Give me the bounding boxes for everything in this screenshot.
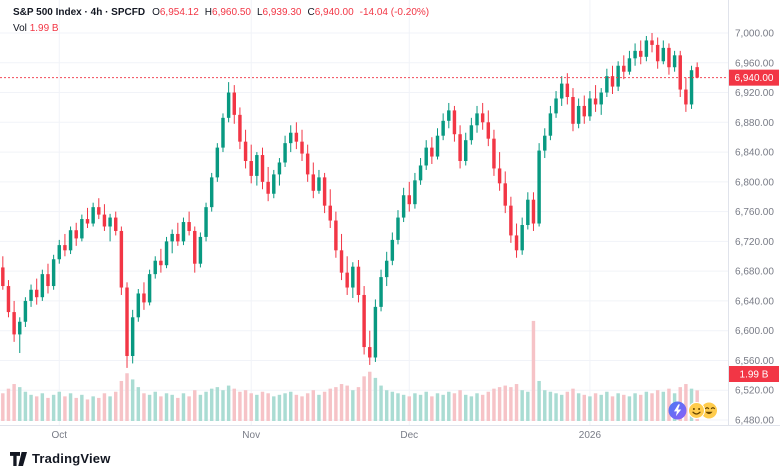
open-readout: O6,954.12 (152, 7, 199, 18)
svg-text:Dec: Dec (400, 430, 418, 441)
chart-reactions (668, 401, 718, 420)
symbol-description[interactable]: S&P 500 Index · 4h · SPCFD (13, 7, 146, 18)
svg-text:6,640.00: 6,640.00 (735, 296, 774, 307)
svg-text:6,720.00: 6,720.00 (735, 237, 774, 248)
axis-borders (0, 0, 780, 426)
svg-text:Oct: Oct (51, 430, 67, 441)
tradingview-mark-icon (10, 451, 27, 466)
high-readout: H6,960.50 (204, 7, 251, 18)
chart-canvas[interactable]: 6,480.00 6,520.00 6,560.00 6,600.00 6,640.00… (0, 0, 780, 445)
tradingview-logo[interactable]: TradingView (10, 451, 111, 466)
grid-lines (0, 0, 728, 425)
volume-bars (1, 320, 699, 421)
svg-text:6,960.00: 6,960.00 (735, 58, 774, 69)
chart-legend: S&P 500 Index · 4h · SPCFD O6,954.12 H6,96… (13, 7, 429, 34)
svg-text:6,560.00: 6,560.00 (735, 356, 774, 367)
svg-text:6,880.00: 6,880.00 (735, 118, 774, 129)
svg-text:6,680.00: 6,680.00 (735, 267, 774, 278)
svg-text:6,480.00: 6,480.00 (735, 416, 774, 427)
volume-value: 1.99 B (29, 23, 59, 34)
svg-text:Nov: Nov (242, 430, 260, 441)
low-readout: L6,939.30 (256, 7, 302, 18)
volume-badge: 1.99 B (729, 366, 779, 382)
change-readout: -14.04 (-0.20%) (359, 7, 430, 18)
svg-text:7,000.00: 7,000.00 (735, 29, 774, 40)
svg-text:2026: 2026 (579, 430, 602, 441)
time-axis[interactable]: Oct Nov Dec 2026 (51, 430, 601, 441)
volume-label: Vol (13, 23, 27, 34)
emoji-faces-icon[interactable] (688, 401, 718, 420)
svg-text:1.99 B: 1.99 B (740, 370, 769, 381)
svg-text:6,920.00: 6,920.00 (735, 88, 774, 99)
svg-text:6,600.00: 6,600.00 (735, 326, 774, 337)
price-axis[interactable]: 6,480.00 6,520.00 6,560.00 6,600.00 6,640.00… (735, 29, 774, 427)
brand-name: TradingView (32, 451, 111, 466)
svg-text:6,800.00: 6,800.00 (735, 177, 774, 188)
volume-row: Vol 1.99 B (13, 23, 429, 34)
svg-text:6,760.00: 6,760.00 (735, 207, 774, 218)
lightning-bolt-icon[interactable] (668, 401, 687, 420)
symbol-row: S&P 500 Index · 4h · SPCFD O6,954.12 H6,96… (13, 7, 429, 18)
chart-footer: TradingView (0, 445, 780, 470)
last-price-badge: 6,940.00 (729, 69, 779, 86)
candlesticks (1, 33, 699, 368)
svg-text:6,940.00: 6,940.00 (735, 73, 774, 84)
svg-text:6,520.00: 6,520.00 (735, 386, 774, 397)
close-readout: C6,940.00 (307, 7, 354, 18)
svg-text:6,840.00: 6,840.00 (735, 148, 774, 159)
